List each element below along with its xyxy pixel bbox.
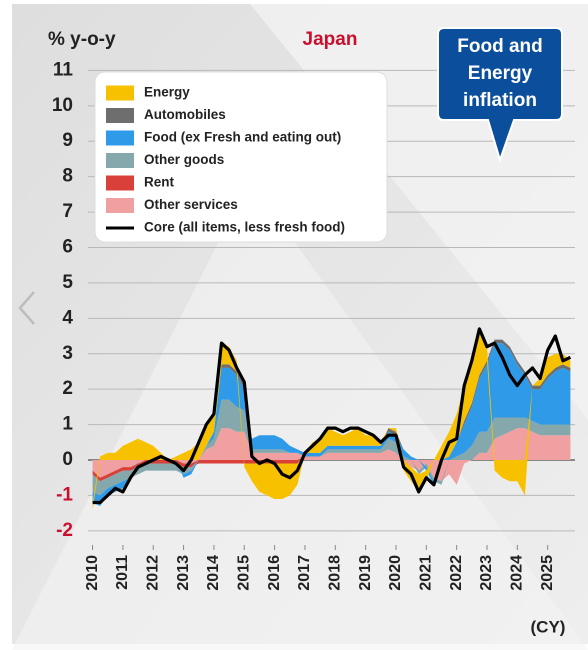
legend: Energy Automobiles Food (ex Fresh and eati… (94, 71, 388, 243)
x-tick-label: 2016 (266, 555, 283, 591)
x-tick-label: 2013 (175, 555, 192, 591)
y-axis-label: % y-o-y (48, 29, 116, 50)
callout-text: inflation (463, 90, 537, 111)
legend-label: Other goods (144, 152, 224, 167)
background-shape (12, 180, 588, 650)
callout: Food and Energy inflation (437, 27, 563, 164)
y-tick-label: 1 (62, 414, 73, 435)
x-tick-label: 2018 (327, 555, 344, 591)
x-tick-label: 2010 (84, 555, 101, 591)
legend-swatch (106, 108, 134, 123)
y-tick-label: 2 (62, 378, 73, 399)
y-tick-label: 10 (52, 95, 73, 116)
x-tick-label: 2012 (144, 555, 161, 591)
line (92, 327, 572, 505)
y-tick-label: 5 (62, 272, 73, 293)
y-tick-label: 3 (62, 343, 73, 364)
legend-label: Food (ex Fresh and eating out) (144, 130, 341, 145)
legend-label: Core (all items, less fresh food) (144, 220, 345, 235)
y-tick-label: 4 (62, 307, 73, 328)
legend-swatch (106, 175, 134, 191)
legend-swatch (106, 85, 134, 101)
x-tick-label: 2021 (418, 555, 435, 591)
y-tick-label: 8 (62, 166, 73, 187)
x-tick-label: 2014 (205, 555, 222, 591)
y-tick-label: 11 (53, 59, 74, 80)
legend-label: Rent (144, 175, 175, 190)
callout-text: Energy (468, 63, 533, 84)
y-tick-label: 7 (62, 201, 73, 222)
area (92, 399, 571, 496)
x-tick-label: 2011 (114, 555, 131, 590)
x-tick-label: 2025 (539, 555, 556, 591)
x-tick-label: 2024 (509, 555, 526, 591)
y-tick-label: -1 (56, 484, 73, 505)
x-tick-label: 2015 (235, 555, 252, 591)
legend-swatch (106, 130, 134, 146)
callout-text: Food and (457, 36, 542, 57)
x-axis-label: (CY) (531, 617, 566, 636)
x-tick-label: 2017 (296, 555, 313, 591)
x-tick-label: 2019 (357, 555, 374, 591)
x-tick-label: 2020 (387, 555, 404, 591)
legend-box (94, 71, 388, 243)
area (92, 343, 571, 506)
y-tick-label: 0 (62, 449, 73, 470)
legend-label: Energy (144, 85, 190, 100)
prev-arrow[interactable] (18, 291, 35, 325)
callout-box (437, 27, 563, 164)
areas (92, 332, 571, 510)
legend-label: Automobiles (144, 107, 226, 122)
y-tick-label: 6 (62, 237, 73, 258)
x-tick-label: 2023 (478, 555, 495, 591)
chart-title: Japan (303, 29, 358, 50)
legend-swatch (106, 153, 134, 168)
legend-label: Other services (144, 197, 238, 212)
y-tick-label: -2 (56, 520, 73, 541)
legend-swatch (106, 198, 134, 213)
x-tick-label: 2022 (448, 555, 465, 591)
area (92, 428, 571, 485)
y-tick-label: 9 (62, 130, 73, 151)
